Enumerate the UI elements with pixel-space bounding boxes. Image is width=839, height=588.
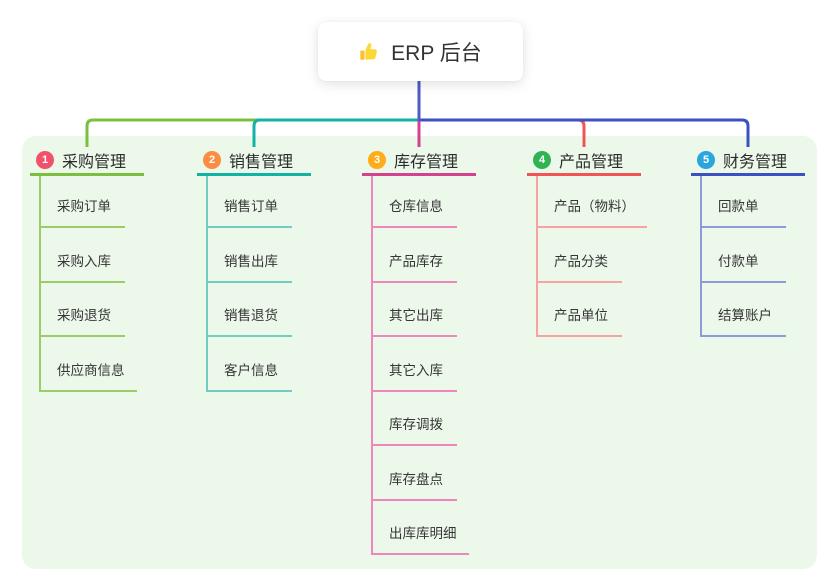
- branch-inventory: 3 库存管理 仓库信息产品库存其它出库其它入库库存调拨库存盘点出库库明细: [362, 146, 527, 555]
- child-node[interactable]: 销售订单: [206, 176, 292, 228]
- child-node[interactable]: 销售退货: [206, 282, 292, 337]
- branch-header[interactable]: 1 采购管理: [30, 146, 144, 176]
- branch-children: 仓库信息产品库存其它出库其它入库库存调拨库存盘点出库库明细: [371, 176, 527, 555]
- child-node[interactable]: 其它出库: [371, 282, 457, 337]
- child-node[interactable]: 采购入库: [39, 228, 125, 283]
- branch-header[interactable]: 4 产品管理: [527, 146, 641, 176]
- child-node[interactable]: 采购退货: [39, 282, 125, 337]
- child-node[interactable]: 产品单位: [536, 282, 622, 337]
- child-node[interactable]: 仓库信息: [371, 176, 457, 228]
- branch-label: 采购管理: [62, 153, 127, 171]
- child-node[interactable]: 产品（物料）: [536, 176, 647, 228]
- root-label: ERP 后台: [391, 41, 482, 65]
- branch-label: 销售管理: [229, 153, 294, 171]
- child-label: 销售退货: [224, 308, 278, 323]
- child-label: 采购退货: [57, 308, 111, 323]
- branch-label: 产品管理: [559, 153, 624, 171]
- child-label: 产品单位: [554, 308, 608, 323]
- child-label: 库存盘点: [389, 471, 443, 487]
- branch-header[interactable]: 3 库存管理: [362, 146, 476, 176]
- child-node[interactable]: 回款单: [700, 176, 786, 228]
- number-badge: 3: [368, 150, 386, 169]
- branch-label: 财务管理: [723, 153, 788, 171]
- child-node[interactable]: 库存盘点: [371, 446, 457, 501]
- number-badge: 5: [697, 150, 715, 169]
- branch-sales: 2 销售管理 销售订单销售出库销售退货客户信息: [197, 146, 362, 392]
- child-label: 付款单: [718, 253, 759, 269]
- child-node[interactable]: 库存调拨: [371, 391, 457, 446]
- mindmap-panel: [22, 136, 817, 569]
- child-node[interactable]: 客户信息: [206, 337, 292, 392]
- child-label: 产品（物料）: [554, 199, 635, 214]
- branch-children: 回款单付款单结算账户: [700, 176, 839, 337]
- child-label: 回款单: [718, 199, 759, 214]
- child-label: 客户信息: [224, 362, 278, 378]
- child-label: 供应商信息: [57, 362, 125, 378]
- child-label: 采购订单: [57, 199, 111, 214]
- branch-children: 产品（物料） 产品分类产品单位: [536, 176, 692, 337]
- branch-children: 采购订单采购入库采购退货供应商信息: [39, 176, 195, 392]
- child-label: 产品分类: [554, 253, 608, 269]
- branch-label: 库存管理: [394, 153, 459, 171]
- branch-children: 销售订单销售出库销售退货客户信息: [206, 176, 362, 392]
- number-badge: 4: [533, 150, 551, 169]
- child-label: 采购入库: [57, 253, 111, 269]
- number-badge: 2: [203, 150, 221, 169]
- child-node[interactable]: 出库库明细: [371, 500, 469, 555]
- child-label: 产品库存: [389, 253, 443, 269]
- child-label: 出库库明细: [389, 526, 457, 541]
- branch-product: 4 产品管理 产品（物料） 产品分类产品单位: [527, 146, 692, 337]
- child-node[interactable]: 销售出库: [206, 228, 292, 283]
- child-label: 库存调拨: [389, 417, 443, 432]
- child-label: 仓库信息: [389, 199, 443, 214]
- child-label: 其它出库: [389, 308, 443, 323]
- number-badge: 1: [36, 150, 54, 169]
- child-node[interactable]: 结算账户: [700, 282, 786, 337]
- branch-purchase: 1 采购管理 采购订单采购入库采购退货供应商信息: [30, 146, 195, 392]
- child-label: 销售订单: [224, 199, 278, 214]
- root-node[interactable]: ERP 后台: [318, 22, 523, 81]
- child-label: 销售出库: [224, 253, 278, 269]
- child-node[interactable]: 产品库存: [371, 228, 457, 283]
- branch-header[interactable]: 5 财务管理: [691, 146, 805, 176]
- child-node[interactable]: 采购订单: [39, 176, 125, 228]
- branch-finance: 5 财务管理 回款单付款单结算账户: [691, 146, 839, 337]
- branch-header[interactable]: 2 销售管理: [197, 146, 311, 176]
- child-node[interactable]: 产品分类: [536, 228, 622, 283]
- child-node[interactable]: 供应商信息: [39, 337, 137, 392]
- child-node[interactable]: 付款单: [700, 228, 786, 283]
- child-label: 其它入库: [389, 362, 443, 378]
- thumbs-up-icon: [359, 41, 381, 63]
- child-label: 结算账户: [718, 308, 772, 323]
- child-node[interactable]: 其它入库: [371, 337, 457, 392]
